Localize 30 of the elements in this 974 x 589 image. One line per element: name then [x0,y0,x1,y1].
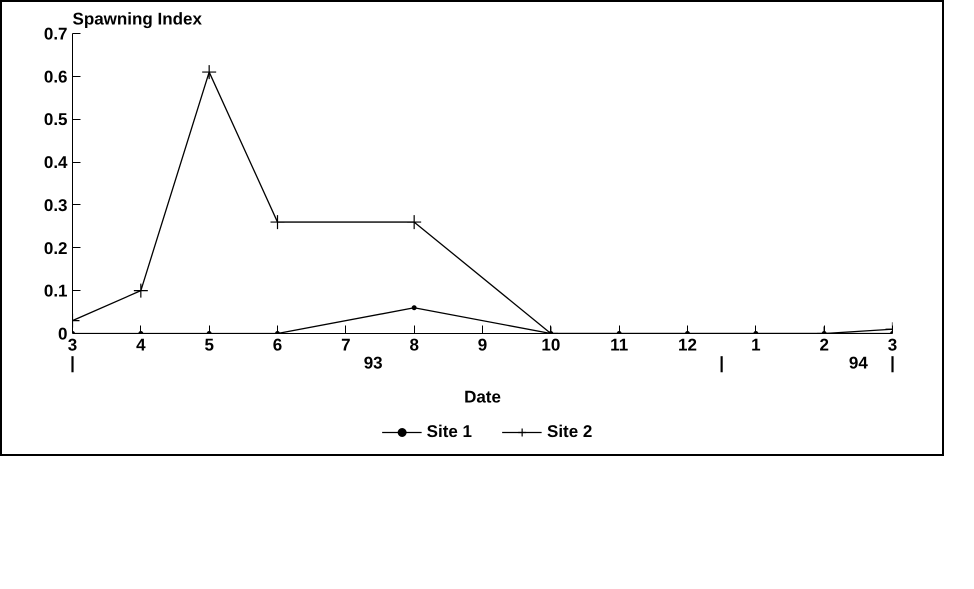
x-tick-label: 3 [68,336,78,354]
text: | [70,354,75,372]
legend-label: Site 1 [426,422,472,442]
x-tick-label: 12 [678,336,697,354]
x-tick-label: 6 [272,336,282,354]
x-tick-label: 2 [819,336,829,354]
x-tick-label: 1 [751,336,761,354]
x-tick-label: 4 [136,336,146,354]
y-tick-label: 0.1 [44,282,68,301]
y-tick-label: 0.6 [44,67,68,86]
x-axis-title: Date [464,388,501,406]
x-tick-label: 7 [341,336,351,354]
x-tick-label: 9 [478,336,488,354]
x-tick-label: 3 [888,336,898,354]
y-axis-title: Spawning Index [72,10,202,28]
x-tick-label: 10 [541,336,560,354]
y-tick-label: 0.5 [44,110,68,130]
y-tick-label: 0.3 [44,196,68,215]
x-tick-label: 5 [204,336,214,354]
text: 94 [848,354,868,372]
y-tick-label: 0.7 [44,24,68,44]
text: | [719,354,724,372]
x-tick-label: 8 [409,336,419,354]
text: | [890,354,895,372]
x-tick-label: 11 [610,336,628,354]
y-tick-label: 0 [58,324,68,344]
y-tick-label: 0.2 [44,238,68,258]
legend-label: Site 2 [547,422,592,442]
text: 93 [364,354,383,372]
y-tick-label: 0.4 [44,153,68,172]
